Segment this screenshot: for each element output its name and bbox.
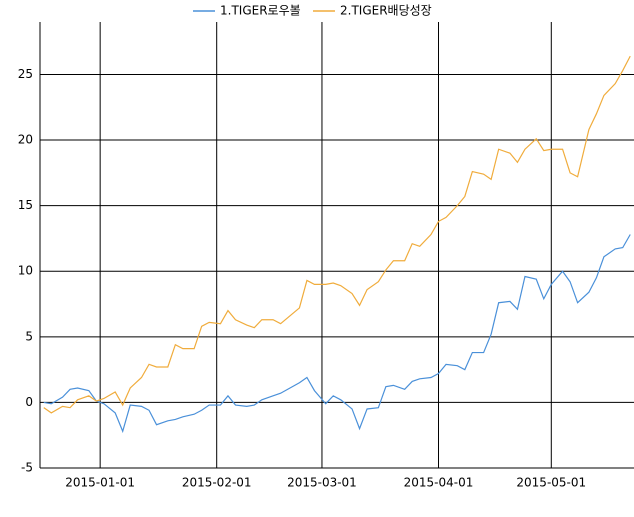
x-tick-label: 2015-04-01	[404, 476, 474, 490]
y-tick-label: 25	[18, 67, 33, 81]
y-tick-label: 10	[18, 264, 33, 278]
y-tick-label: -5	[21, 461, 33, 475]
legend-label: 2.TIGER배당성장	[340, 4, 432, 18]
y-tick-label: 15	[18, 198, 33, 212]
y-tick-label: 0	[25, 395, 33, 409]
x-tick-label: 2015-03-01	[287, 476, 357, 490]
x-tick-label: 2015-02-01	[182, 476, 252, 490]
y-tick-label: 20	[18, 133, 33, 147]
x-tick-label: 2015-01-01	[65, 476, 135, 490]
series-line	[43, 55, 631, 414]
y-tick-label: 5	[25, 329, 33, 343]
legend-label: 1.TIGER로우볼	[220, 4, 301, 18]
x-tick-label: 2015-05-01	[516, 476, 586, 490]
series-line	[43, 234, 631, 434]
